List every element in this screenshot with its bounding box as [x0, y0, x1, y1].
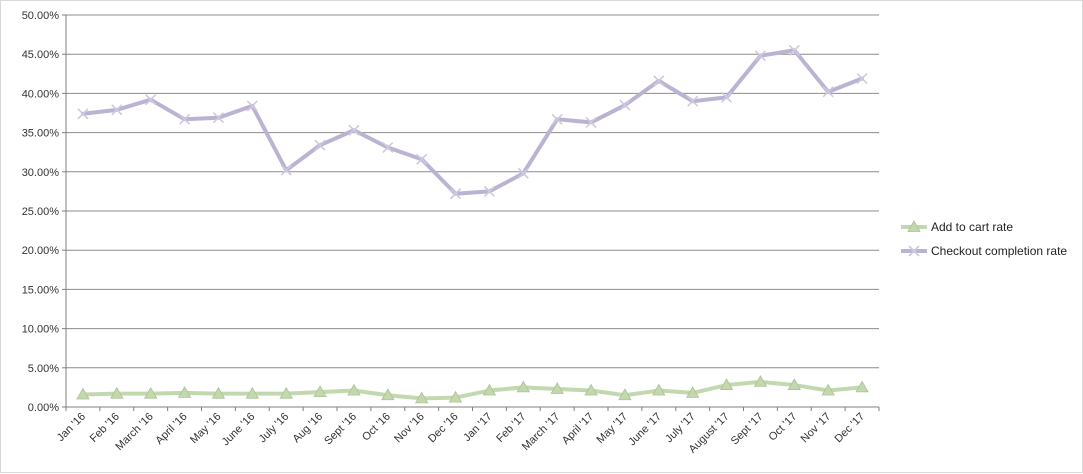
data-point: [77, 108, 89, 120]
data-point: [448, 390, 463, 403]
data-point: [753, 375, 768, 387]
series-0: [76, 375, 869, 404]
data-point: [550, 382, 564, 394]
data-point: [211, 386, 226, 399]
data-point: [720, 91, 733, 103]
data-point: [787, 378, 802, 390]
legend-label: Checkout completion rate: [931, 244, 1067, 258]
data-point: [449, 188, 462, 200]
data-point: [381, 388, 395, 401]
data-point: [754, 50, 767, 62]
x-tick-label: Sept '16: [322, 411, 359, 448]
y-axis: 0.00% 5.00% 10.00% 15.00% 20.00% 25.00% 30.00%…: [22, 10, 67, 414]
y-tick-label: 20.00%: [22, 245, 60, 257]
data-point: [821, 383, 835, 396]
data-point: [76, 387, 90, 400]
data-point: [482, 383, 497, 396]
data-point: [856, 72, 868, 85]
x-tick-label: May '16: [188, 411, 223, 446]
x-tick-label: Jan '16: [55, 411, 88, 444]
data-point: [177, 386, 192, 398]
x-tick-label: Feb '16: [88, 411, 122, 445]
data-point: [145, 94, 157, 106]
data-point: [414, 391, 429, 404]
data-point: [212, 112, 225, 124]
legend-label: Add to cart rate: [931, 220, 1013, 234]
data-point: [653, 75, 665, 87]
series-line: [80, 379, 865, 401]
x-tick-label: May '17: [595, 411, 630, 446]
series-lines: [76, 44, 869, 404]
series-1: [77, 44, 868, 200]
x-tick-label: Sept '17: [729, 411, 766, 448]
y-tick-label: 45.00%: [22, 49, 60, 61]
data-point: [788, 44, 800, 56]
x-tick-label: Aug '16: [291, 411, 326, 446]
y-tick-label: 40.00%: [22, 88, 60, 100]
data-point: [652, 383, 666, 396]
data-point: [382, 141, 394, 154]
data-point: [245, 386, 260, 399]
legend-marker: [908, 245, 920, 257]
legend-item: Checkout completion rate: [901, 244, 1067, 258]
x-tick-label: Feb '17: [494, 411, 528, 445]
series-line: [80, 48, 865, 196]
legend-item: Add to cart rate: [901, 220, 1013, 234]
data-point: [483, 185, 496, 197]
y-tick-label: 0.00%: [28, 402, 59, 414]
data-point: [313, 385, 327, 398]
data-point: [143, 386, 158, 399]
x-tick-label: June '17: [626, 411, 664, 449]
y-tick-label: 10.00%: [22, 324, 60, 336]
data-point: [822, 86, 834, 98]
data-point: [279, 386, 293, 399]
legend: Add to cart rate Checkout completion rate: [901, 220, 1067, 258]
y-tick-label: 25.00%: [22, 206, 60, 218]
y-tick-label: 15.00%: [22, 284, 60, 296]
x-tick-label: Oct '17: [767, 411, 800, 444]
y-tick-label: 50.00%: [22, 10, 60, 22]
data-point: [348, 124, 360, 136]
data-point: [517, 167, 529, 179]
x-tick-label: June '16: [220, 411, 258, 449]
data-point: [619, 99, 631, 111]
data-point: [280, 164, 292, 176]
x-tick-label: Oct '16: [360, 411, 393, 444]
data-point: [585, 116, 597, 128]
legend-marker: [907, 220, 921, 232]
data-point: [618, 388, 632, 401]
y-tick-label: 35.00%: [22, 128, 60, 140]
data-point: [347, 383, 361, 396]
data-point: [687, 95, 699, 107]
data-point: [855, 380, 869, 393]
data-point: [719, 378, 734, 390]
data-point: [178, 113, 191, 125]
x-tick-label: April '16: [153, 411, 189, 447]
x-tick-label: Dec '17: [833, 411, 868, 446]
data-point: [584, 383, 598, 396]
x-tick-label: April '17: [560, 411, 596, 447]
data-point: [416, 153, 428, 165]
x-tick-label: Dec '16: [426, 411, 461, 446]
data-point: [551, 113, 563, 125]
x-tick-label: Jan '17: [461, 411, 494, 444]
data-point: [246, 100, 258, 112]
y-tick-label: 5.00%: [28, 363, 59, 375]
data-point: [685, 386, 700, 398]
x-tick-label: July '16: [257, 411, 292, 446]
gridlines: [66, 14, 879, 408]
data-point: [111, 104, 123, 116]
data-point: [314, 139, 326, 151]
x-tick-label: Nov '17: [799, 411, 834, 446]
x-tick-label: Nov '16: [392, 411, 427, 446]
y-tick-label: 30.00%: [22, 167, 60, 179]
data-point: [110, 386, 124, 399]
data-point: [516, 380, 531, 393]
